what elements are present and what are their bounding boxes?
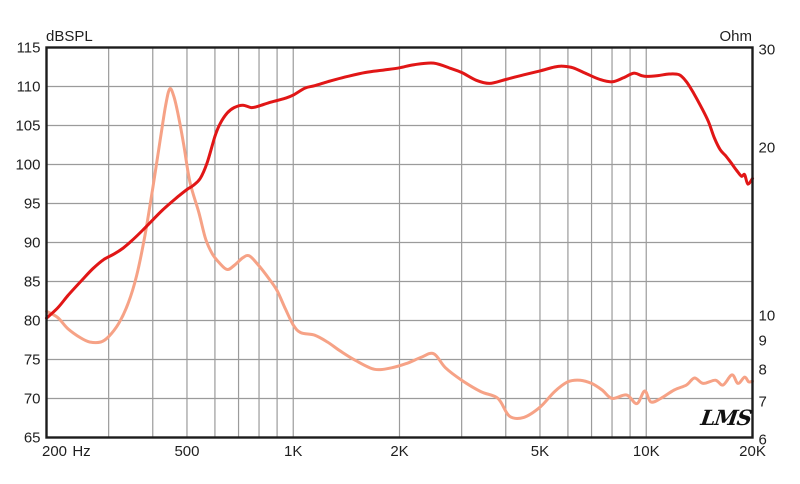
left-axis-tick-label: 115 [16, 39, 41, 56]
right-axis-tick-label: 6 [758, 431, 767, 448]
left-axis-tick-label: 85 [23, 273, 41, 290]
left-axis-tick-label: 100 [15, 156, 41, 173]
x-axis-tick-label: 10K [632, 442, 660, 460]
spl-response-curve [45, 61, 754, 320]
left-axis-tick-label: 65 [23, 429, 41, 446]
right-axis-tick-label: 20 [758, 139, 776, 157]
left-axis-tick-label: 90 [23, 234, 41, 251]
left-axis-tick-label: 70 [23, 390, 41, 407]
lms-logo: LMS [699, 405, 753, 430]
x-axis-tick-label: 500 [174, 442, 200, 460]
left-axis-tick-label: 110 [16, 78, 41, 95]
x-axis-tick-label: 2K [390, 442, 409, 460]
left-axis-tick-label: 105 [15, 117, 41, 134]
x-axis-tick-label: 5K [530, 442, 550, 460]
right-axis-tick-label: 9 [758, 332, 767, 350]
left-axis-tick-label: 75 [23, 351, 41, 368]
x-axis-unit-label: Hz [72, 442, 91, 460]
impedance-curve [45, 87, 754, 421]
left-axis-title: dBSPL [46, 28, 93, 45]
x-axis-tick-label: 200 [41, 442, 68, 460]
right-axis-tick-label: 30 [758, 41, 776, 58]
right-axis-title: Ohm [719, 28, 752, 45]
x-axis-tick-label: 20K [739, 442, 766, 460]
right-axis-tick-label: 8 [758, 361, 767, 379]
right-axis-tick-label: 10 [758, 307, 776, 325]
left-axis-tick-label: 95 [23, 195, 41, 212]
left-axis-tick-label: 80 [23, 312, 41, 329]
plot-frame [45, 46, 754, 439]
right-axis-tick-label: 7 [758, 393, 767, 411]
x-axis-tick-label: 1K [284, 442, 303, 460]
